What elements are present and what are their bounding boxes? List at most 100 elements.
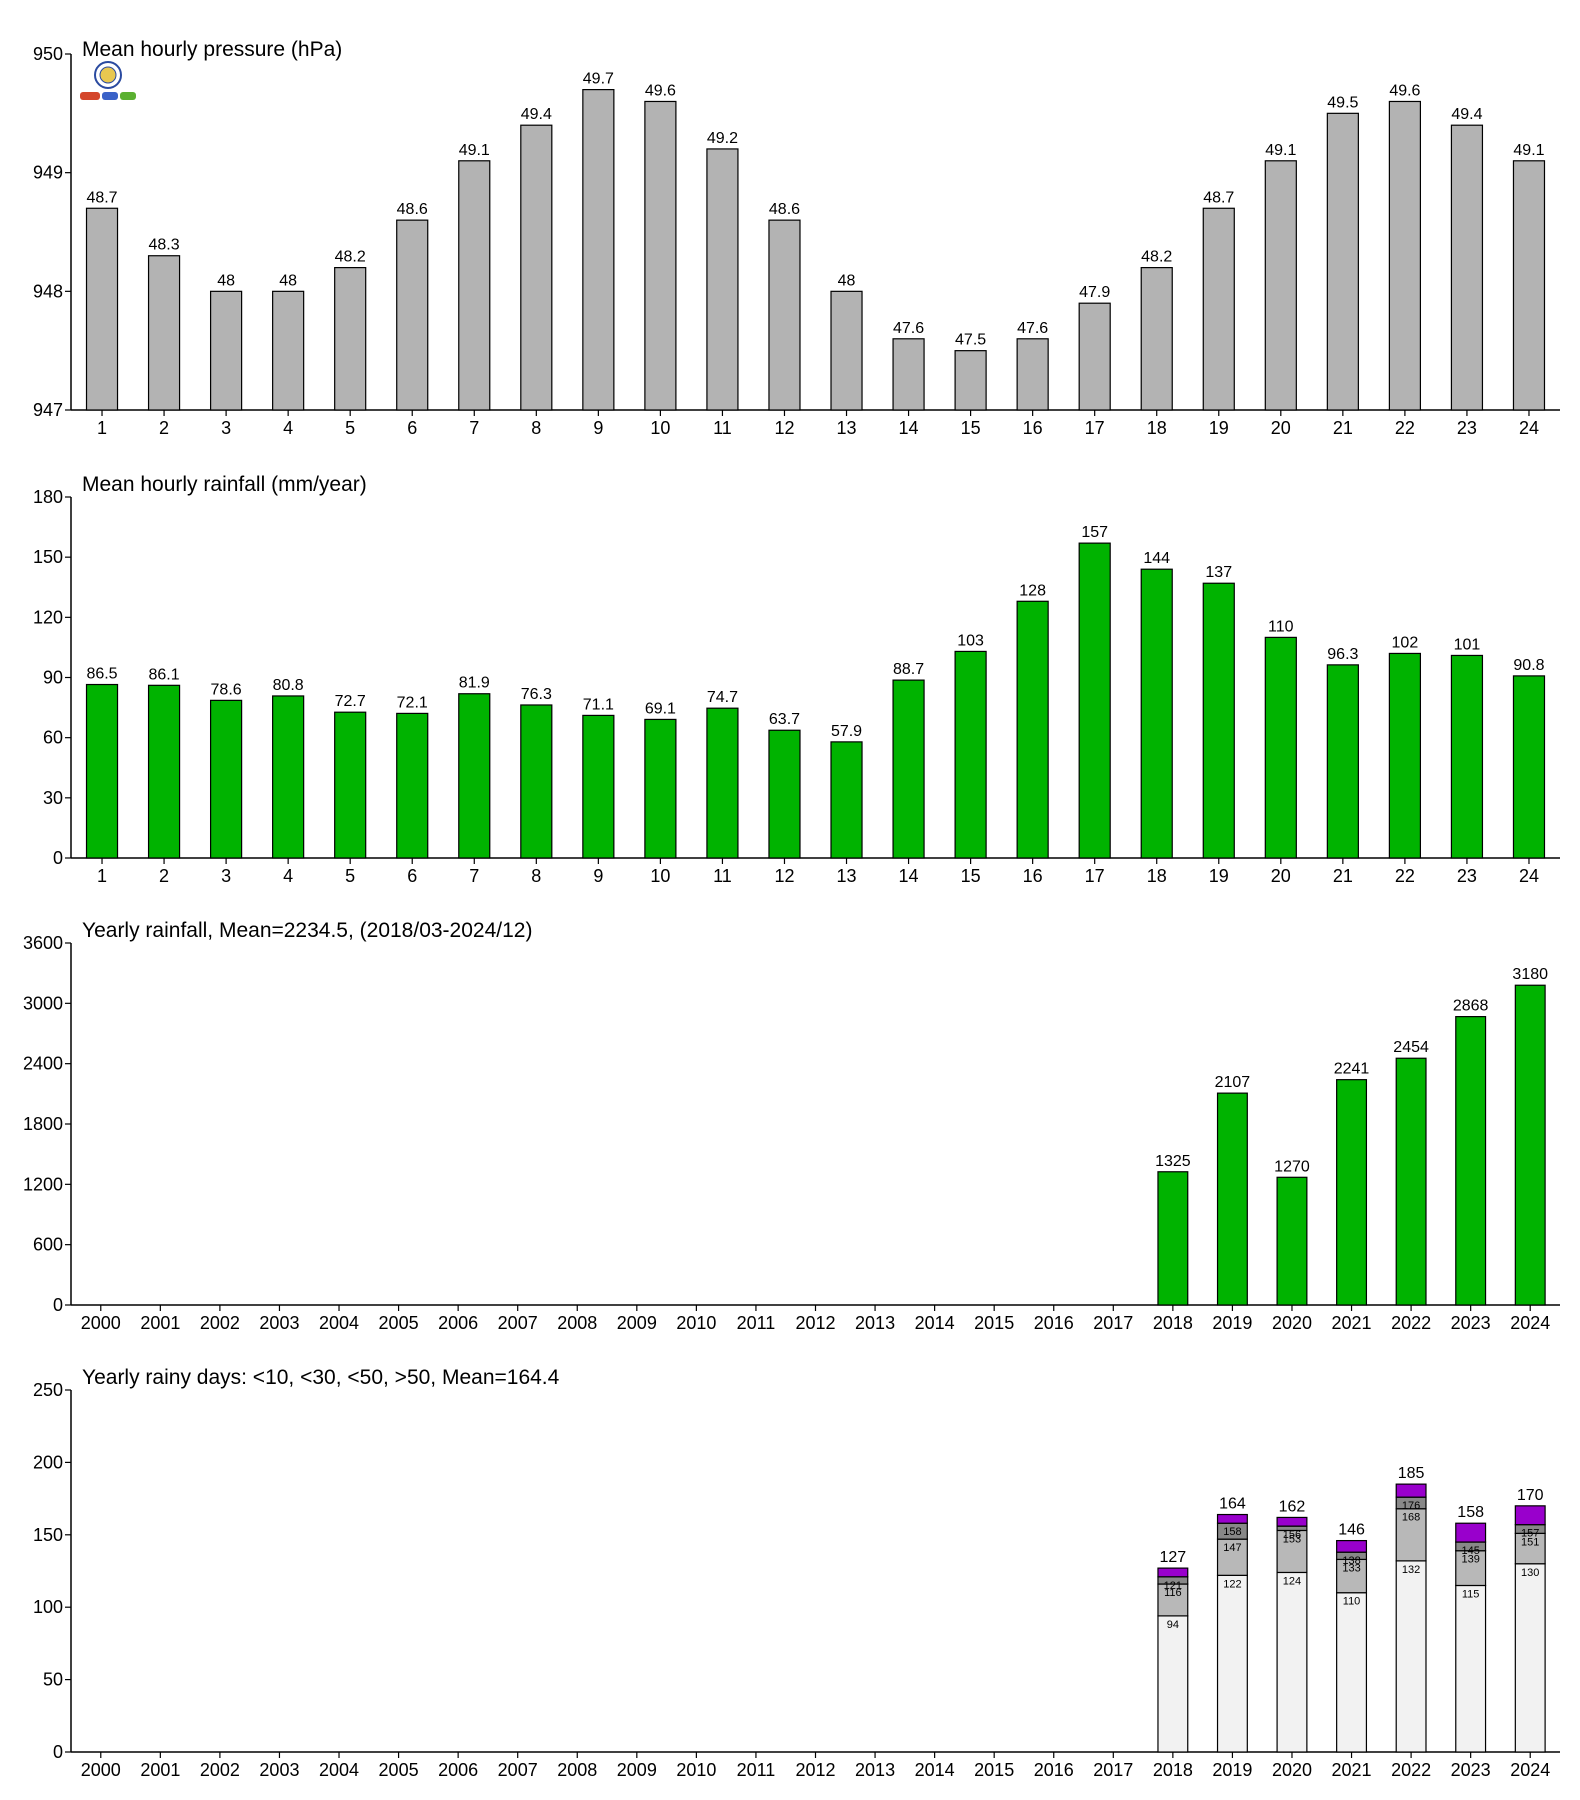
- rainy-days-segment-lt30: [1157, 1583, 1189, 1617]
- yearly-rain-bar: [1514, 984, 1546, 1306]
- rainy-days-segment-label: 168: [1402, 1512, 1420, 1524]
- pressure-data-label: 49.1: [1513, 142, 1544, 159]
- yearly-rain-x-tick-label: 2002: [200, 1313, 240, 1333]
- yearly-rain-x-tick-label: 2015: [974, 1313, 1014, 1333]
- hourly-rain-bar: [1512, 675, 1546, 859]
- rainy-days-x-tick-label: 2015: [974, 1760, 1014, 1780]
- hourly-rain-x-tick-label: 9: [593, 866, 603, 886]
- yearly-rain-x-tick-label: 2003: [259, 1313, 299, 1333]
- rainy-days-x-tick-label: 2008: [557, 1760, 597, 1780]
- rainy-days-segment-lt30: [1395, 1508, 1427, 1562]
- hourly-rain-x-tick-label: 7: [469, 866, 479, 886]
- rainy-days-x-tick-label: 2018: [1153, 1760, 1193, 1780]
- pressure-bar: [768, 219, 801, 411]
- hourly-rain-x-tick-label: 22: [1395, 866, 1415, 886]
- hourly-rain-x-tick-label: 3: [221, 866, 231, 886]
- hourly-rain-data-label: 101: [1454, 636, 1481, 653]
- yearly-rain-x-tick-label: 2004: [319, 1313, 359, 1333]
- hourly-rain-bar: [830, 741, 863, 859]
- rainy-days-total-label: 185: [1398, 1465, 1425, 1482]
- yearly-rain-y-tick-label: 600: [33, 1235, 63, 1255]
- hourly-rain-x-tick-label: 21: [1333, 866, 1353, 886]
- rainy-days-x-tick-label: 2011: [737, 1760, 776, 1780]
- rainy-days-x-tick-label: 2024: [1510, 1760, 1550, 1780]
- pressure-x-tick-label: 20: [1271, 418, 1291, 438]
- pressure-data-label: 48.2: [335, 249, 366, 266]
- yearly-rain-data-label: 1270: [1274, 1158, 1310, 1175]
- pressure-x-tick-label: 14: [899, 418, 919, 438]
- pressure-bar: [209, 290, 243, 411]
- hourly-rain-bar: [520, 704, 553, 859]
- rainy-days-segment-label: 147: [1223, 1542, 1241, 1554]
- rainy-days-x-tick-label: 2013: [855, 1760, 895, 1780]
- rainy-days-total-label: 162: [1279, 1498, 1306, 1515]
- yearly-rain-x-tick-label: 2000: [81, 1313, 121, 1333]
- hourly-rain-bar: [1388, 652, 1422, 859]
- yearly-rain-data-label: 3180: [1512, 966, 1548, 983]
- yearly-rain-y-tick-label: 0: [53, 1295, 63, 1315]
- hourly-rain-bar: [768, 729, 801, 859]
- rainy-days-x-tick-label: 2005: [379, 1760, 419, 1780]
- pressure-bar: [1140, 267, 1173, 411]
- rainy-days-segment-label: 138: [1342, 1555, 1360, 1567]
- pressure-x-tick-label: 18: [1147, 418, 1167, 438]
- hourly-rain-bar: [954, 650, 987, 859]
- hourly-rain-data-label: 72.7: [335, 693, 366, 710]
- pressure-data-label: 49.1: [459, 142, 490, 159]
- hourly-rain-x-tick-label: 17: [1085, 866, 1105, 886]
- pressure-x-tick-label: 17: [1085, 418, 1105, 438]
- rainy-days-segment-gt50: [1455, 1522, 1487, 1543]
- rainy-days-x-tick-label: 2010: [676, 1760, 716, 1780]
- pressure-bar: [644, 100, 677, 411]
- yearly-rain-bar: [1395, 1057, 1427, 1306]
- pressure-y-tick-label: 949: [33, 163, 63, 183]
- yearly-rain-x-tick-label: 2018: [1153, 1313, 1193, 1333]
- hourly-rain-data-label: 71.1: [583, 696, 614, 713]
- pressure-bar: [520, 124, 553, 411]
- rainy-days-y-tick-label: 0: [53, 1742, 63, 1762]
- pressure-data-label: 49.6: [645, 82, 676, 99]
- hourly-rain-bar: [396, 712, 429, 859]
- hourly-rain-data-label: 88.7: [893, 661, 924, 678]
- rainy-days-x-tick-label: 2006: [438, 1760, 478, 1780]
- hourly-rain-x-tick-label: 2: [159, 866, 169, 886]
- pressure-data-label: 49.4: [521, 106, 552, 123]
- rainy-days-title: Yearly rainy days: <10, <30, <50, >50, M…: [82, 1366, 560, 1389]
- hourly-rain-y-tick-label: 120: [33, 607, 63, 627]
- yearly-rain-x-tick-label: 2009: [617, 1313, 657, 1333]
- hourly-rain-data-label: 63.7: [769, 711, 800, 728]
- rainy-days-segment-label: 153: [1283, 1533, 1301, 1545]
- yearly-rain-bar: [1336, 1079, 1368, 1306]
- pressure-data-label: 47.9: [1079, 284, 1110, 301]
- hourly-rain-x-tick-label: 13: [837, 866, 857, 886]
- rainy-days-y-tick-label: 200: [33, 1452, 63, 1472]
- hourly-rain-bar: [147, 684, 181, 859]
- rainy-days-x-tick-label: 2016: [1034, 1760, 1074, 1780]
- pressure-data-label: 48.7: [1203, 189, 1234, 206]
- yearly-rain-x-tick-label: 2008: [557, 1313, 597, 1333]
- lab-logo: [80, 61, 136, 100]
- rainy-days-x-tick-label: 2000: [81, 1760, 121, 1780]
- hourly-rain-y-tick-label: 90: [43, 668, 63, 688]
- hourly-rain-bar: [1264, 636, 1297, 859]
- rainy-days-segment-label: 116: [1164, 1587, 1182, 1599]
- rainy-days-segment-gt50: [1336, 1539, 1368, 1553]
- pressure-x-tick-label: 24: [1519, 418, 1539, 438]
- hourly-rain-data-label: 110: [1268, 618, 1294, 635]
- pressure-bar: [334, 267, 367, 411]
- rainy-days-segment-label: 122: [1223, 1578, 1241, 1590]
- hourly-rain-y-tick-label: 60: [43, 728, 63, 748]
- pressure-bar: [1078, 302, 1111, 411]
- yearly-rain-x-tick-label: 2014: [915, 1313, 955, 1333]
- pressure-data-label: 47.6: [1017, 320, 1048, 337]
- yearly-rain-x-tick-label: 2023: [1451, 1313, 1491, 1333]
- pressure-data-label: 49.2: [707, 130, 738, 147]
- rainy-days-segment-gt50: [1514, 1505, 1546, 1526]
- yearly-rain-y-tick-label: 3600: [23, 933, 63, 953]
- rainy-days-y-tick-label: 250: [33, 1380, 63, 1400]
- hourly-rain-bar: [1140, 568, 1173, 859]
- pressure-data-label: 48.2: [1141, 249, 1172, 266]
- yearly-rain-x-tick-label: 2016: [1034, 1313, 1074, 1333]
- hourly-rain-x-tick-label: 11: [713, 866, 732, 886]
